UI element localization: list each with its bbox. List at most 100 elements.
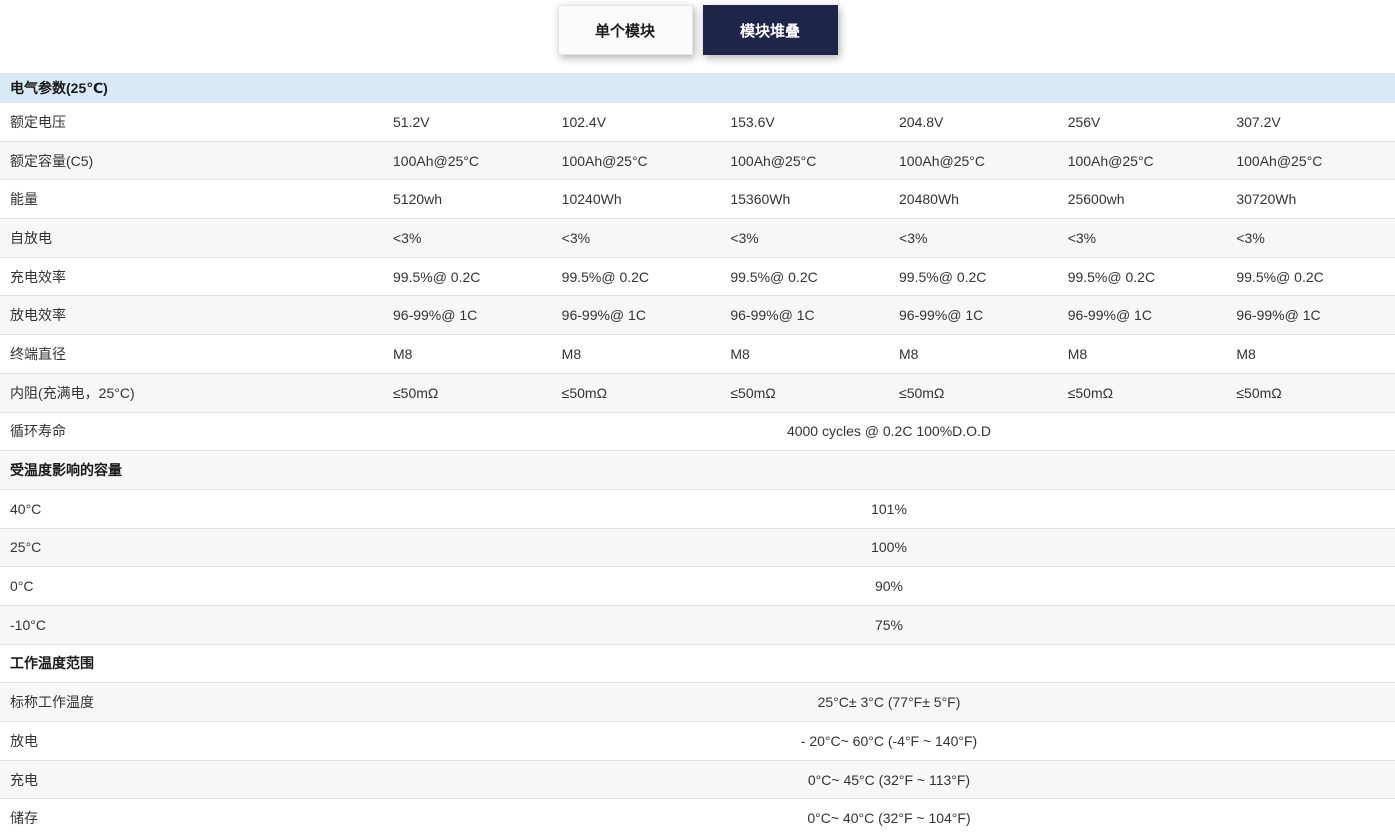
row-label: 自放电: [10, 229, 52, 246]
section-header-row: 工作温度范围: [0, 643, 1395, 683]
cell-value: 99.5%@ 0.2C: [561, 268, 650, 285]
section-title: 电气参数(25℃): [10, 79, 108, 96]
row-label: 放电: [10, 732, 38, 749]
cell-value: <3%: [393, 229, 422, 246]
table-row: 40°C 101%: [0, 488, 1395, 528]
row-label: 循环寿命: [10, 423, 66, 440]
cell-value: 99.5%@ 0.2C: [393, 268, 481, 285]
row-label: 额定容量(C5): [10, 152, 94, 169]
cell-value: 99.5%@ 0.2C: [730, 268, 818, 285]
row-label: 充电效率: [10, 268, 66, 285]
cell-value: ≤50mΩ: [899, 384, 945, 401]
cell-span-value: 0°C~ 45°C (32°F ~ 113°F): [807, 771, 971, 788]
cell-value: 96-99%@ 1C: [1236, 307, 1321, 324]
tab-bar: 单个模块 模块堆叠: [0, 5, 1395, 55]
cell-value: 15360Wh: [730, 191, 791, 208]
cell-span-value: 101%: [871, 500, 907, 517]
table-row: 终端直径 M8 M8 M8 M8 M8 M8: [0, 334, 1395, 373]
tab-single-module[interactable]: 单个模块: [557, 5, 693, 55]
table-row: 储存 0°C~ 40°C (32°F ~ 104°F): [0, 798, 1395, 837]
cell-span-value: 4000 cycles @ 0.2C 100%D.O.D: [786, 423, 992, 440]
table-row: 25°C 100%: [0, 527, 1395, 567]
cell-value: 96-99%@ 1C: [393, 307, 478, 324]
cell-value: ≤50mΩ: [1067, 384, 1114, 401]
cell-value: 96-99%@ 1C: [1067, 307, 1152, 324]
cell-value: <3%: [899, 229, 928, 246]
row-label: 能量: [10, 191, 38, 208]
row-label: -10°C: [10, 616, 46, 633]
cell-span-value: - 20°C~ 60°C (-4°F ~ 140°F): [800, 732, 978, 749]
table-row: 额定容量(C5) 100Ah@25°C 100Ah@25°C 100Ah@25°C 10…: [0, 140, 1395, 180]
cell-value: 100Ah@25°C: [730, 152, 817, 169]
cell-value: 20480Wh: [899, 191, 959, 208]
cell-value: <3%: [730, 229, 759, 246]
section-header-row: 受温度影响的容量: [0, 450, 1395, 489]
cell-value: ≤50mΩ: [561, 384, 608, 401]
row-label: 充电: [10, 771, 38, 788]
table-row: 充电 0°C~ 45°C (32°F ~ 113°F): [0, 759, 1395, 799]
cell-value: <3%: [1067, 229, 1097, 246]
cell-value: M8: [561, 345, 582, 362]
section-header-row: 电气参数(25℃): [0, 73, 1395, 102]
cell-value: 100Ah@25°C: [899, 152, 985, 169]
cell-span-value: 75%: [874, 616, 904, 633]
cell-value: M8: [1236, 345, 1256, 362]
cell-value: <3%: [1236, 229, 1265, 246]
cell-value: 100Ah@25°C: [561, 152, 648, 169]
row-label: 内阻(充满电，25°C): [10, 384, 135, 401]
cell-value: M8: [393, 345, 413, 362]
table-row: -10°C 75%: [0, 604, 1395, 644]
cell-value: 10240Wh: [561, 191, 622, 208]
cell-value: 204.8V: [899, 113, 944, 130]
cell-value: ≤50mΩ: [1236, 384, 1282, 401]
row-label: 额定电压: [10, 113, 66, 130]
cell-value: 96-99%@ 1C: [561, 307, 646, 324]
cell-value: 102.4V: [561, 113, 607, 130]
cell-value: <3%: [561, 229, 591, 246]
cell-value: M8: [730, 345, 750, 362]
row-label: 储存: [10, 810, 38, 827]
row-label: 标称工作温度: [10, 694, 94, 711]
cell-value: 99.5%@ 0.2C: [1236, 268, 1324, 285]
cell-span-value: 25°C± 3°C (77°F± 5°F): [817, 694, 961, 711]
row-label: 25°C: [10, 539, 42, 556]
table-row: 自放电 <3% <3% <3% <3% <3% <3%: [0, 218, 1395, 257]
cell-span-value: 90%: [874, 578, 904, 595]
row-label: 放电效率: [10, 307, 66, 324]
table-row: 额定电压 51.2V 102.4V 153.6V 204.8V 256V 307.2V: [0, 102, 1395, 141]
cell-value: 5120wh: [393, 191, 443, 208]
row-label: 终端直径: [10, 345, 66, 362]
section-title: 受温度影响的容量: [10, 462, 122, 479]
table-row: 放电 - 20°C~ 60°C (-4°F ~ 140°F): [0, 721, 1395, 760]
table-row: 能量 5120wh 10240Wh 15360Wh 20480Wh 25600wh 3072…: [0, 179, 1395, 219]
section-title: 工作温度范围: [10, 655, 94, 672]
cell-value: 100Ah@25°C: [393, 152, 479, 169]
table-row: 标称工作温度 25°C± 3°C (77°F± 5°F): [0, 682, 1395, 721]
cell-value: ≤50mΩ: [730, 384, 776, 401]
cell-value: 307.2V: [1236, 113, 1281, 130]
cell-value: ≤50mΩ: [393, 384, 439, 401]
tab-module-stack[interactable]: 模块堆叠: [702, 5, 838, 55]
cell-value: M8: [899, 345, 919, 362]
cell-value: 25600wh: [1067, 191, 1125, 208]
cell-value: M8: [1067, 345, 1088, 362]
cell-value: 100Ah@25°C: [1067, 152, 1154, 169]
cell-value: 51.2V: [393, 113, 430, 130]
cell-value: 30720Wh: [1236, 191, 1297, 208]
row-label: 40°C: [10, 500, 42, 517]
table-row: 0°C 90%: [0, 566, 1395, 605]
cell-value: 99.5%@ 0.2C: [1067, 268, 1156, 285]
cell-span-value: 0°C~ 40°C (32°F ~ 104°F): [807, 810, 971, 827]
cell-value: 153.6V: [730, 113, 775, 130]
spec-table: 电气参数(25℃) 额定电压 51.2V 102.4V 153.6V 204.8V 256V…: [0, 73, 1395, 837]
cell-value: 99.5%@ 0.2C: [899, 268, 987, 285]
table-row: 内阻(充满电，25°C) ≤50mΩ ≤50mΩ ≤50mΩ ≤50mΩ ≤50mΩ ≤50…: [0, 372, 1395, 412]
table-row: 放电效率 96-99%@ 1C 96-99%@ 1C 96-99%@ 1C 96-99%…: [0, 295, 1395, 335]
cell-value: 96-99%@ 1C: [730, 307, 815, 324]
table-row: 充电效率 99.5%@ 0.2C 99.5%@ 0.2C 99.5%@ 0.2C 99.…: [0, 256, 1395, 296]
cell-value: 256V: [1067, 113, 1101, 130]
cell-value: 100Ah@25°C: [1236, 152, 1323, 169]
table-row: 循环寿命 4000 cycles @ 0.2C 100%D.O.D: [0, 411, 1395, 451]
cell-span-value: 100%: [871, 539, 907, 556]
row-label: 0°C: [10, 578, 34, 595]
